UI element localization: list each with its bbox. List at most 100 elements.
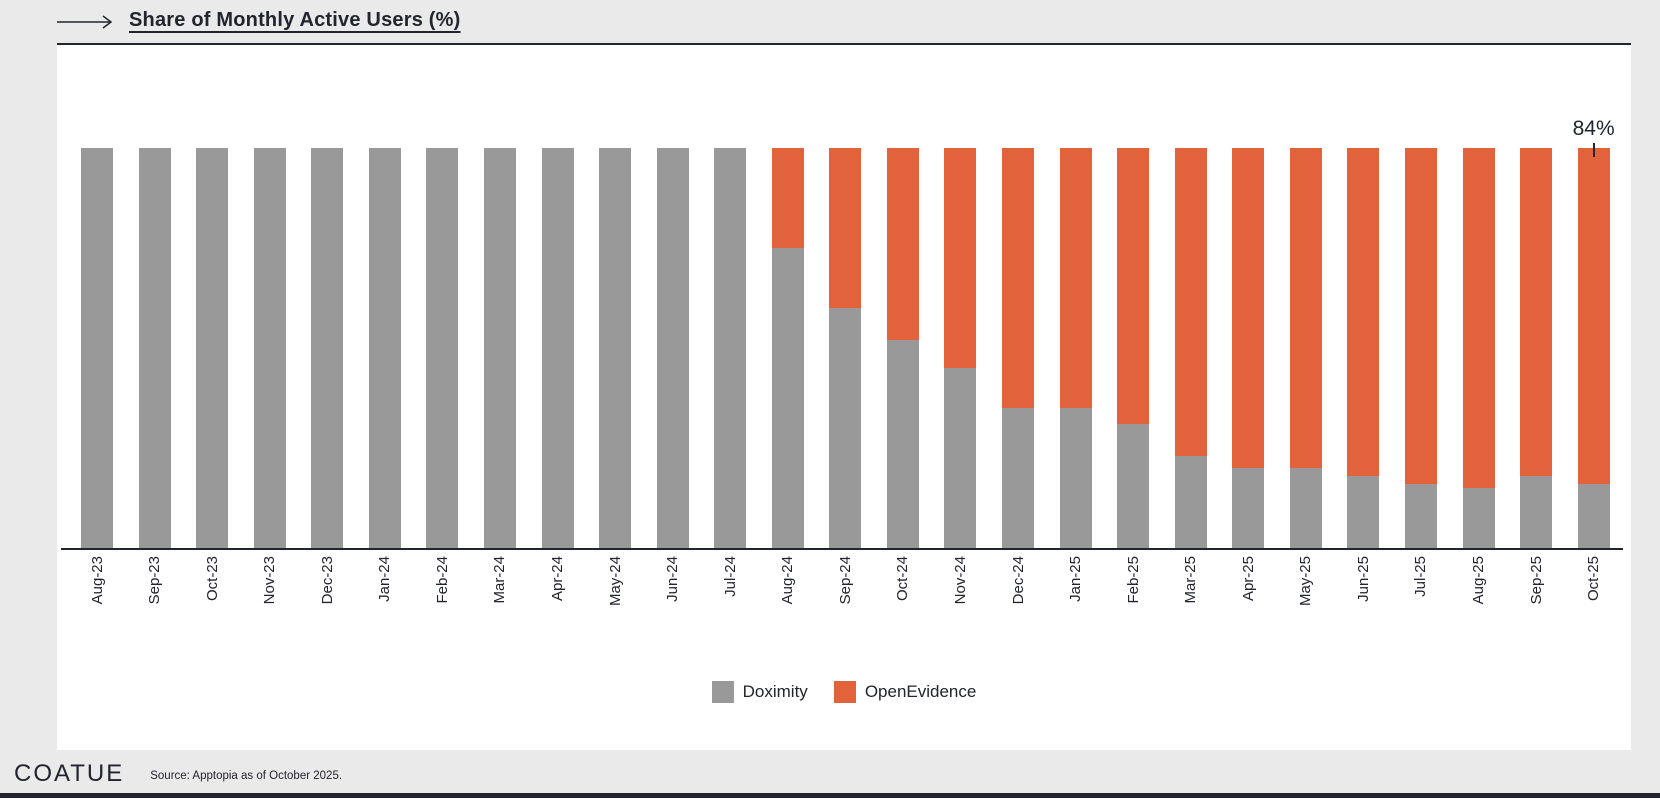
bar-stack [1059,148,1092,548]
bar-stack [656,148,689,548]
bar-column: Jul-24 [714,148,747,622]
bar-column: Dec-24 [1002,148,1034,622]
x-axis-label: Jul-24 [721,556,739,597]
openevidence-segment [886,148,919,340]
bar-stack [886,148,919,548]
bar-stack [196,148,229,548]
bar-column: Mar-24 [483,148,516,622]
x-axis-label: Sep-25 [1527,556,1545,605]
doximity-segment [253,148,286,548]
openevidence-segment [1289,148,1322,468]
bar-column: Aug-25 [1462,148,1495,622]
doximity-segment [311,148,344,548]
bar-column: Aug-23 [81,148,113,622]
bar-stack [829,148,862,548]
bar-column: Oct-23 [196,148,229,622]
doximity-segment [1232,468,1265,548]
x-axis-label: Sep-24 [836,556,854,605]
x-axis-label: Sep-23 [146,556,164,605]
bar-stack: 84% [1573,117,1615,548]
bar-stack [1232,148,1265,548]
doximity-segment [1174,456,1207,548]
openevidence-segment [1520,148,1553,476]
doximity-segment [771,248,804,548]
x-axis-label: Aug-25 [1470,556,1487,605]
openevidence-segment [1232,148,1265,468]
x-axis-label: Aug-24 [779,556,797,605]
openevidence-segment [944,148,977,368]
bar-stack [714,148,747,548]
bar-stack [1289,148,1322,548]
bar-column: Sep-23 [138,148,171,622]
bar-column: Dec-23 [311,148,344,622]
x-axis-label: Jun-24 [664,556,682,602]
openevidence-swatch-icon [833,681,856,703]
bar-stack [771,148,804,548]
bar-stack [1404,148,1437,548]
doximity-segment [1117,424,1150,548]
x-axis-label: Mar-25 [1182,556,1200,604]
doximity-segment [138,148,171,548]
bar-stack [1347,148,1380,548]
bar-stack [1520,148,1553,548]
legend-label-doximity: Doximity [742,682,808,701]
openevidence-segment [1174,148,1207,456]
bar-chart: Aug-23 Sep-23 Oct-23 Nov-23 Dec-23 Jan-24 Feb-… [81,117,1615,622]
openevidence-segment [829,148,862,308]
x-axis-label: Oct-23 [203,556,221,602]
legend-item-openevidence: OpenEvidence [833,681,977,703]
bar-column: Oct-24 [886,148,919,622]
x-axis-label: Jul-25 [1412,556,1430,597]
bar-stack [311,148,344,548]
legend: Doximity OpenEvidence [57,681,1631,703]
x-axis-label: Dec-23 [318,556,336,605]
doximity-segment [1520,476,1553,548]
bar-stack [81,148,113,548]
x-axis-label: Apr-24 [549,556,566,602]
x-axis-label: Jan-25 [1067,556,1085,602]
header: Share of Monthly Active Users (%) [57,0,1631,45]
doximity-segment [1002,408,1034,548]
coatue-logo: COATUE [14,760,125,787]
annotation-tick [1592,143,1595,157]
x-axis-label: Feb-25 [1124,556,1142,604]
bar-column: Nov-24 [944,148,977,622]
openevidence-segment [1117,148,1150,424]
doximity-segment [1347,476,1380,548]
bottom-bar [0,793,1660,798]
bar-stack [483,148,516,548]
annotation-label: 84% [1572,117,1615,140]
bar-column: Feb-24 [426,148,459,622]
bar-column: Jun-25 [1347,148,1380,622]
x-axis-label: Nov-23 [261,556,279,605]
page-title: Share of Monthly Active Users (%) [129,9,461,31]
doximity-segment [944,368,977,548]
bar-column: Aug-24 [771,148,804,622]
x-axis-label: Jan-24 [376,556,394,602]
bar-column: May-25 [1289,148,1322,622]
bar-column: Jun-24 [656,148,689,622]
legend-label-openevidence: OpenEvidence [864,682,977,701]
doximity-segment [1462,488,1495,548]
openevidence-segment [771,148,804,248]
x-axis-label: Mar-24 [491,556,509,604]
bar-column: Apr-25 [1232,148,1265,622]
x-axis-label: Dec-24 [1009,556,1027,605]
doximity-segment [541,148,574,548]
bar-column: Apr-24 [541,148,574,622]
bar-column: Nov-23 [253,148,286,622]
openevidence-segment [1347,148,1380,476]
x-axis-label: Oct-24 [894,556,912,602]
openevidence-segment [1002,148,1034,408]
bar-column: Sep-25 [1520,148,1553,622]
x-axis-label: Oct-25 [1585,556,1603,602]
chart-panel: Aug-23 Sep-23 Oct-23 Nov-23 Dec-23 Jan-24 Feb-… [57,45,1631,750]
doximity-segment [1577,484,1610,548]
x-axis-label: Jun-25 [1354,556,1372,602]
doximity-segment [483,148,516,548]
bar-stack [599,148,632,548]
doximity-segment [368,148,401,548]
x-axis-label: Nov-24 [951,556,969,605]
x-axis-label: Feb-24 [433,556,451,604]
bar-stack [138,148,171,548]
